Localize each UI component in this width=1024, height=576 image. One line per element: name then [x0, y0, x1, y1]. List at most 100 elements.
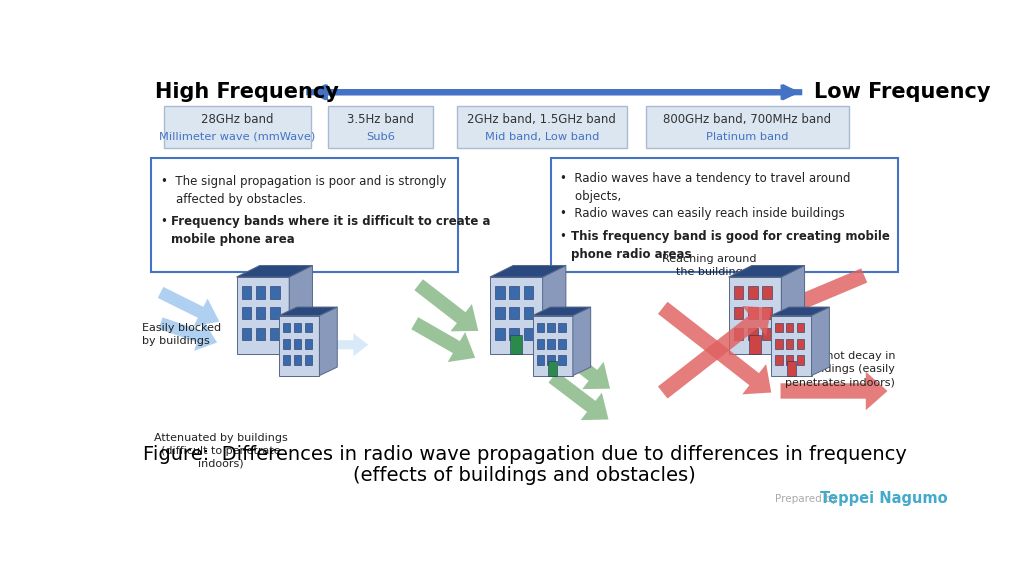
Polygon shape	[159, 317, 217, 351]
Polygon shape	[797, 339, 804, 348]
Polygon shape	[511, 335, 522, 354]
Polygon shape	[496, 307, 505, 319]
Polygon shape	[496, 328, 505, 340]
Polygon shape	[280, 316, 319, 376]
Polygon shape	[294, 355, 301, 365]
Polygon shape	[762, 286, 772, 298]
Polygon shape	[242, 286, 251, 298]
Polygon shape	[237, 266, 312, 277]
Polygon shape	[797, 355, 804, 365]
Bar	[328, 106, 432, 149]
Polygon shape	[270, 286, 280, 298]
Polygon shape	[558, 339, 565, 348]
Polygon shape	[787, 361, 796, 376]
Polygon shape	[786, 323, 794, 332]
Polygon shape	[775, 355, 782, 365]
Text: •: •	[161, 215, 175, 228]
Polygon shape	[305, 355, 312, 365]
Polygon shape	[548, 361, 557, 376]
Polygon shape	[749, 286, 758, 298]
Text: Platinum band: Platinum band	[706, 131, 788, 142]
Polygon shape	[734, 286, 743, 298]
Text: Easily blocked
by buildings: Easily blocked by buildings	[142, 323, 221, 346]
Polygon shape	[305, 323, 312, 332]
Polygon shape	[289, 266, 312, 354]
Bar	[457, 106, 627, 149]
Polygon shape	[729, 266, 805, 277]
Bar	[646, 106, 849, 149]
Polygon shape	[284, 339, 291, 348]
Text: Millimeter wave (mmWave): Millimeter wave (mmWave)	[159, 131, 315, 142]
Polygon shape	[762, 328, 772, 340]
Polygon shape	[549, 372, 608, 420]
Polygon shape	[749, 328, 758, 340]
Polygon shape	[558, 323, 565, 332]
Polygon shape	[786, 339, 794, 348]
Text: (effects of buildings and obstacles): (effects of buildings and obstacles)	[353, 466, 696, 485]
Polygon shape	[305, 339, 312, 348]
Text: Teppei Nagumo: Teppei Nagumo	[820, 491, 947, 506]
Text: Does not decay in
buildings (easily
penetrates indoors): Does not decay in buildings (easily pene…	[785, 351, 895, 388]
Polygon shape	[294, 339, 301, 348]
Polygon shape	[319, 307, 337, 376]
Polygon shape	[242, 328, 251, 340]
Text: Frequency bands where it is difficult to create a
mobile phone area: Frequency bands where it is difficult to…	[171, 215, 490, 245]
Polygon shape	[284, 355, 291, 365]
Polygon shape	[523, 286, 534, 298]
Polygon shape	[750, 335, 761, 354]
Text: Prepared by: Prepared by	[775, 494, 838, 504]
Polygon shape	[158, 287, 219, 326]
Text: Figure:  Differences in radio wave propagation due to differences in frequency: Figure: Differences in radio wave propag…	[143, 445, 906, 464]
Polygon shape	[775, 323, 782, 332]
Polygon shape	[537, 339, 544, 348]
Polygon shape	[509, 328, 519, 340]
Polygon shape	[749, 307, 758, 319]
Text: Low Frequency: Low Frequency	[814, 82, 990, 102]
Polygon shape	[548, 355, 555, 365]
Polygon shape	[256, 286, 265, 298]
Text: Reaching around
the building: Reaching around the building	[662, 254, 757, 277]
Polygon shape	[548, 323, 555, 332]
Polygon shape	[306, 85, 802, 100]
Polygon shape	[532, 316, 572, 376]
Polygon shape	[489, 277, 543, 354]
Polygon shape	[771, 316, 812, 376]
Text: Sub6: Sub6	[366, 131, 394, 142]
Polygon shape	[537, 355, 544, 365]
Bar	[152, 158, 458, 272]
Text: This frequency band is good for creating mobile
phone radio areas: This frequency band is good for creating…	[571, 230, 890, 261]
Polygon shape	[532, 307, 591, 316]
Polygon shape	[237, 277, 289, 354]
Polygon shape	[729, 277, 781, 354]
Polygon shape	[548, 339, 555, 348]
Polygon shape	[775, 339, 782, 348]
Text: 800GHz band, 700MHz band: 800GHz band, 700MHz band	[664, 113, 831, 126]
Polygon shape	[509, 286, 519, 298]
Polygon shape	[537, 323, 544, 332]
Polygon shape	[558, 355, 565, 365]
Polygon shape	[280, 307, 337, 316]
Polygon shape	[256, 328, 265, 340]
Bar	[164, 106, 311, 149]
Polygon shape	[509, 307, 519, 319]
Text: •  Radio waves have a tendency to travel around
    objects,: • Radio waves have a tendency to travel …	[560, 172, 851, 203]
Text: •  The signal propagation is poor and is strongly
    affected by obstacles.: • The signal propagation is poor and is …	[161, 175, 446, 206]
Polygon shape	[797, 323, 804, 332]
Polygon shape	[489, 266, 566, 277]
Polygon shape	[786, 355, 794, 365]
Polygon shape	[781, 266, 805, 354]
Polygon shape	[773, 268, 867, 323]
Polygon shape	[523, 307, 534, 319]
Polygon shape	[294, 323, 301, 332]
Polygon shape	[572, 307, 591, 376]
Text: 3.5Hz band: 3.5Hz band	[347, 113, 414, 126]
Polygon shape	[771, 307, 829, 316]
Bar	[551, 158, 898, 272]
Polygon shape	[412, 317, 475, 362]
Polygon shape	[812, 307, 829, 376]
Text: High Frequency: High Frequency	[155, 82, 339, 102]
Text: 2GHz band, 1.5GHz band: 2GHz band, 1.5GHz band	[467, 113, 616, 126]
Polygon shape	[270, 307, 280, 319]
Polygon shape	[306, 85, 802, 100]
Text: 28GHz band: 28GHz band	[201, 113, 273, 126]
